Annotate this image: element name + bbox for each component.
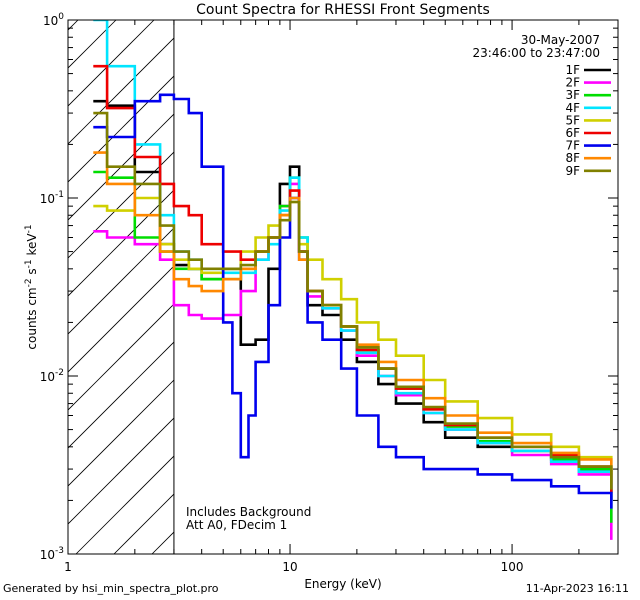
x-tick-label: 10	[282, 560, 297, 574]
hatch-line	[68, 303, 174, 411]
series-group	[93, 20, 613, 540]
legend-label: 5F	[565, 113, 580, 127]
plot-frame	[67, 19, 619, 555]
hatch-line	[68, 265, 174, 373]
hatch-line	[68, 37, 174, 145]
x-axis-label: Energy (keV)	[304, 577, 381, 591]
hatch-line	[68, 20, 79, 31]
chart-title: Count Spectra for RHESSI Front Segments	[196, 2, 490, 18]
series-6F-line	[93, 64, 613, 493]
legend-label: 2F	[565, 76, 580, 90]
series-8F-line	[93, 151, 613, 475]
x-tick-label: 1	[64, 560, 72, 574]
legend-label: 3F	[565, 88, 580, 102]
y-axis-label: counts cm-2 s-1 keV-1	[24, 224, 39, 349]
hatched-region	[0, 20, 640, 554]
hatch-line	[75, 455, 174, 554]
y-tick-label: 10-3	[40, 546, 64, 562]
annotation-attenuator: Att A0, FDecim 1	[186, 518, 287, 532]
series-1F-line	[93, 99, 613, 501]
hatch-line	[68, 189, 174, 297]
annotation-background: Includes Background	[186, 505, 311, 519]
hatch-line	[0, 20, 40, 554]
legend-label: 6F	[565, 126, 580, 140]
y-tick-label: 10-2	[40, 368, 64, 384]
date-label: 30-May-2007	[521, 33, 600, 47]
hatch-line	[68, 227, 174, 335]
legend-label: 9F	[565, 164, 580, 178]
hatch-line	[0, 20, 2, 554]
legend-label: 4F	[565, 101, 580, 115]
x-tick-label: 100	[501, 560, 524, 574]
series-9F-line	[93, 111, 613, 490]
footer-generated-by: Generated by hsi_min_spectra_plot.pro	[3, 582, 219, 595]
legend-label: 1F	[565, 63, 580, 77]
y-tick-label: 100	[43, 12, 64, 28]
hatch-line	[68, 417, 174, 525]
hatch-line	[68, 75, 174, 183]
legend-label: 8F	[565, 151, 580, 165]
series-2F-line	[93, 182, 613, 540]
footer-timestamp: 11-Apr-2023 16:11	[525, 582, 629, 595]
hatch-line	[608, 20, 640, 554]
y-tick-label: 10-1	[40, 190, 64, 206]
hatch-line	[68, 379, 174, 487]
legend-label: 7F	[565, 139, 580, 153]
time-range-label: 23:46:00 to 23:47:00	[473, 46, 600, 60]
